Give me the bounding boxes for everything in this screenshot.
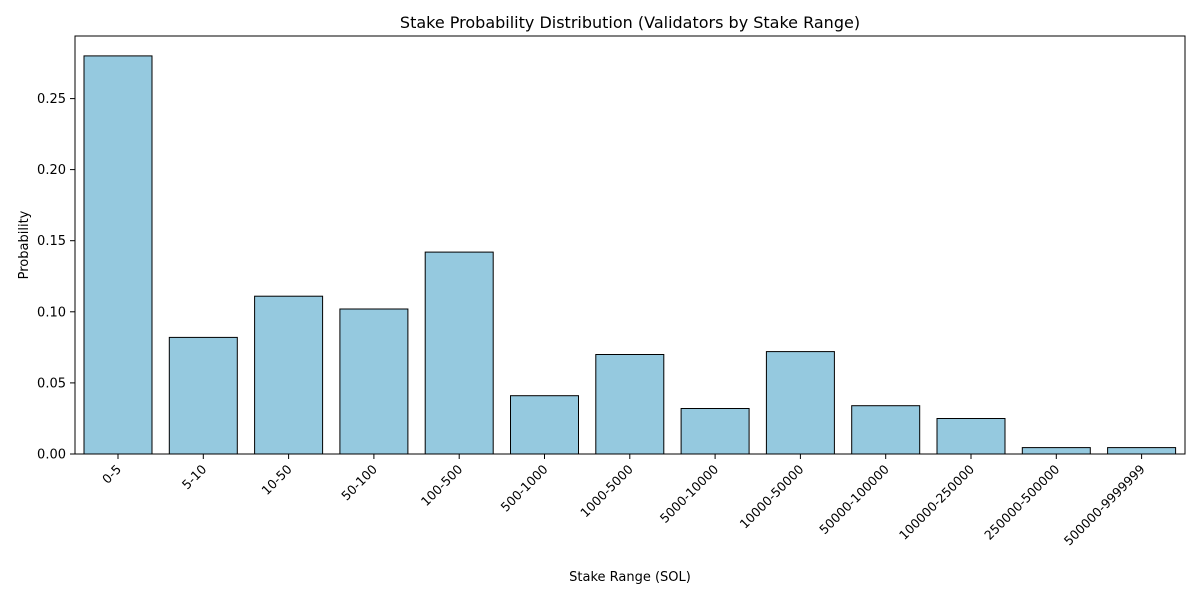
bar-50-100 [339, 308, 409, 455]
x-tick-label: 5000-10000 [657, 461, 721, 525]
x-tick-label: 50-100 [338, 461, 380, 503]
y-tick-label: 0.20 [37, 163, 66, 178]
bar-10-50 [254, 295, 324, 455]
x-tick-label: 100-500 [418, 461, 466, 509]
bar-50000-100000 [851, 405, 921, 455]
y-tick-label: 0.05 [37, 376, 66, 391]
x-tick-label: 10-50 [258, 461, 294, 497]
bar-5000-10000 [680, 408, 750, 455]
bar-0-5 [83, 55, 153, 455]
x-tick-label: 0-5 [99, 462, 124, 487]
y-axis-label: Probability [17, 210, 32, 279]
y-axis: 0.00 0.05 0.10 0.15 0.20 0.25 [37, 92, 75, 463]
bar-250000-500000 [1021, 447, 1091, 455]
plot-frame [74, 35, 1186, 455]
bar-10000-50000 [765, 351, 835, 455]
y-tick-label: 0.25 [37, 92, 66, 107]
x-tick-label: 5-10 [179, 461, 210, 492]
x-tick-label: 50000-100000 [816, 461, 892, 537]
x-tick-label: 1000-5000 [577, 461, 636, 520]
bars-layer [83, 55, 1177, 455]
bar-100000-250000 [936, 418, 1006, 455]
x-tick-label: 500000-9999999 [1061, 461, 1148, 548]
x-tick-label: 10000-50000 [736, 461, 806, 531]
x-tick-label: 500-1000 [497, 461, 550, 514]
bar-1000-5000 [595, 354, 665, 455]
chart-title: Stake Probability Distribution (Validato… [400, 13, 860, 32]
x-tick-label: 100000-250000 [896, 461, 977, 542]
bar-500000-9999999 [1107, 447, 1177, 455]
y-tick-label: 0.10 [37, 305, 66, 320]
x-tick-label: 250000-500000 [981, 461, 1062, 542]
x-axis-label: Stake Range (SOL) [569, 570, 691, 585]
bar-100-500 [424, 251, 494, 455]
x-axis: 0-5 5-10 10-50 50-100 100-500 500-1000 1000-50… [99, 454, 1148, 548]
bar-500-1000 [510, 395, 579, 455]
y-tick-label: 0.00 [37, 448, 66, 463]
bar-5-10 [168, 336, 238, 455]
y-tick-label: 0.15 [37, 234, 66, 249]
